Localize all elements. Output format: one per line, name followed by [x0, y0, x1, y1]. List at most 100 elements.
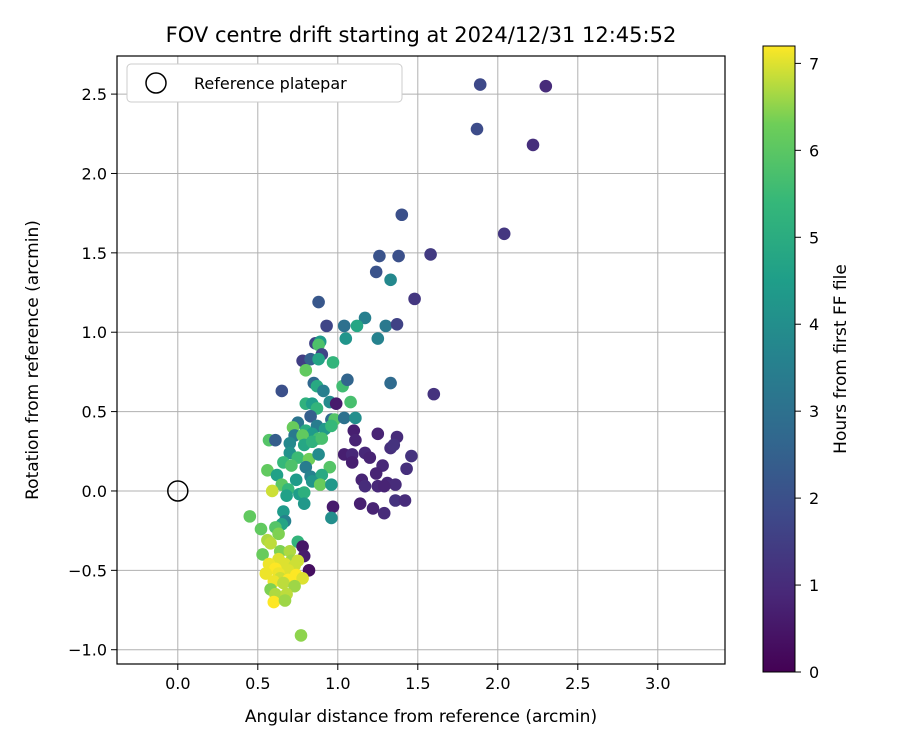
grid-lines: [117, 56, 725, 664]
data-point: [373, 249, 386, 263]
data-point: [408, 292, 421, 306]
data-point: [337, 319, 351, 333]
data-point: [275, 384, 289, 398]
data-point: [347, 424, 361, 437]
data-point: [312, 295, 325, 309]
y-tick-label: −0.5: [68, 561, 107, 580]
colorbar-tick-label: 1: [809, 576, 819, 595]
data-point: [366, 502, 380, 515]
data-point: [344, 395, 357, 409]
data-point: [379, 319, 393, 333]
data-point: [243, 510, 257, 523]
data-point: [297, 486, 311, 499]
data-point: [280, 489, 293, 503]
data-point: [278, 594, 292, 607]
data-point: [389, 478, 402, 491]
data-point: [371, 332, 385, 345]
colorbar-tick-label: 3: [809, 402, 819, 421]
data-point: [395, 208, 409, 222]
data-point: [289, 473, 303, 487]
reference-platepar-marker: [167, 480, 189, 502]
data-point: [349, 411, 362, 425]
legend-label: Reference platepar: [194, 74, 347, 93]
data-point: [392, 249, 405, 263]
colorbar-tick-label: 4: [809, 315, 819, 334]
data-point: [325, 511, 338, 525]
legend-box: [126, 63, 403, 103]
data-point: [256, 548, 269, 561]
x-tick-label: 1.5: [405, 674, 430, 693]
data-point: [312, 448, 325, 461]
data-point: [353, 497, 367, 510]
data-point: [265, 484, 279, 498]
legend-marker-icon: [145, 72, 167, 94]
data-point: [297, 497, 311, 510]
data-point: [299, 460, 313, 474]
data-point: [341, 373, 354, 387]
data-point: [326, 500, 340, 514]
data-point: [296, 540, 309, 553]
data-point: [325, 419, 338, 433]
y-tick-label: −1.0: [68, 641, 107, 660]
data-point: [473, 78, 487, 91]
y-tick-label: 1.0: [82, 323, 107, 342]
data-point: [315, 468, 329, 482]
data-point: [424, 248, 437, 261]
data-point: [369, 265, 383, 279]
data-point: [398, 494, 412, 507]
chart-title: FOV centre drift starting at 2024/12/31 …: [166, 23, 677, 47]
y-axis-label: Rotation from reference (arcmin): [23, 220, 43, 500]
data-point: [312, 352, 325, 366]
data-point: [254, 522, 268, 536]
y-axis-ticks: −1.0 −0.5 0.0 0.5 1.0 1.5 2.0 2.5: [68, 85, 117, 660]
data-point: [387, 438, 401, 452]
colorbar: 0 1 2 3 4 5 6 7 Hours from first FF file: [762, 45, 851, 682]
colorbar-gradient: [762, 45, 796, 673]
data-point: [325, 478, 338, 491]
data-point: [264, 537, 277, 550]
data-point: [283, 544, 297, 558]
data-point: [272, 527, 285, 541]
data-point: [317, 384, 330, 398]
data-point: [389, 494, 402, 507]
colorbar-label: Hours from first FF file: [831, 264, 851, 454]
y-tick-label: 2.0: [82, 164, 107, 183]
data-point: [329, 397, 343, 410]
data-point: [285, 459, 298, 472]
data-point: [358, 311, 372, 325]
legend: Reference platepar: [126, 63, 403, 103]
data-point: [299, 364, 313, 377]
data-point: [390, 317, 404, 331]
data-point: [405, 449, 418, 463]
colorbar-tick-label: 5: [809, 228, 819, 247]
data-point: [326, 356, 340, 369]
x-tick-label: 0.5: [245, 674, 270, 693]
x-axis-label: Angular distance from reference (arcmin): [245, 707, 597, 727]
data-point: [304, 410, 317, 423]
data-point: [349, 433, 362, 447]
y-tick-label: 0.0: [82, 482, 107, 501]
data-point: [270, 468, 284, 482]
data-point: [337, 411, 351, 425]
data-point: [313, 478, 327, 491]
data-point: [497, 227, 511, 241]
y-tick-label: 1.5: [82, 244, 107, 263]
data-point: [427, 387, 441, 401]
data-point: [400, 462, 413, 476]
data-point: [296, 571, 309, 585]
data-point: [323, 460, 337, 474]
data-point: [526, 138, 540, 152]
data-point: [369, 467, 383, 480]
data-point: [305, 435, 319, 449]
x-tick-label: 0.0: [165, 674, 190, 693]
data-point: [320, 319, 333, 333]
data-point: [296, 429, 309, 442]
data-point: [384, 273, 397, 287]
x-axis-ticks: 0.0 0.5 1.0 1.5 2.0 2.5 3.0: [165, 664, 671, 693]
data-point: [358, 479, 372, 493]
data-point: [384, 376, 397, 390]
data-point: [312, 338, 325, 352]
data-point: [277, 576, 290, 590]
x-tick-label: 3.0: [645, 674, 670, 693]
colorbar-tick-label: 2: [809, 489, 819, 508]
